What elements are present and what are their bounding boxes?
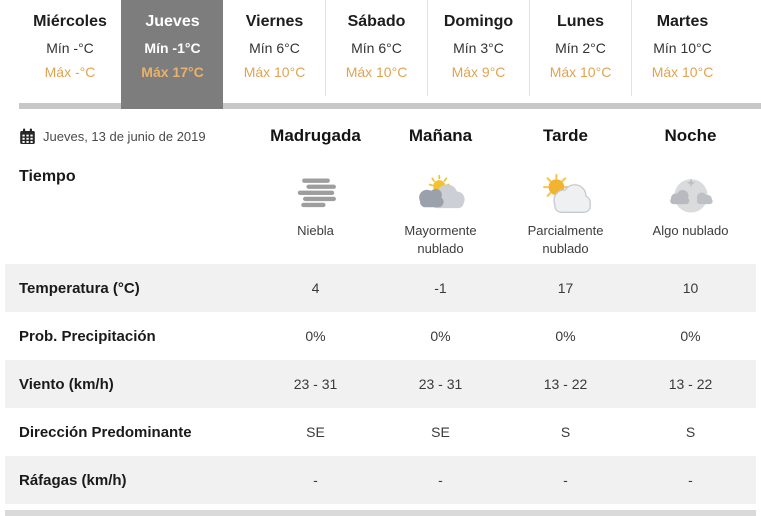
day-tab-martes[interactable]: Martes Mín 10°C Máx 10°C xyxy=(631,0,733,96)
table-row-precipitacion: Prob. Precipitación 0% 0% 0% 0% xyxy=(5,312,756,360)
cell-value: - xyxy=(688,472,693,488)
tab-min-label: Mín -1°C xyxy=(144,40,201,56)
cell-value: - xyxy=(563,472,568,488)
table-row-rafagas: Ráfagas (km/h) - - - - xyxy=(5,456,756,504)
tab-min-label: Mín 10°C xyxy=(653,40,712,56)
table-row-temperatura: Temperatura (°C) 4 -1 17 10 xyxy=(5,264,756,312)
cell-value: 23 - 31 xyxy=(293,376,338,392)
tab-max-label: Máx 9°C xyxy=(451,64,506,80)
day-tab-domingo[interactable]: Domingo Mín 3°C Máx 9°C xyxy=(427,0,529,96)
day-tab-lunes[interactable]: Lunes Mín 2°C Máx 10°C xyxy=(529,0,631,96)
tab-day-label: Sábado xyxy=(347,13,406,30)
table-row-viento: Viento (km/h) 23 - 31 23 - 31 13 - 22 13… xyxy=(5,360,756,408)
cell-value: -1 xyxy=(434,280,447,296)
cell-value: 23 - 31 xyxy=(418,376,463,392)
cell-value: 17 xyxy=(557,280,574,296)
weather-cell-manana: Mayormente nublado xyxy=(378,156,503,264)
tab-min-label: Mín 2°C xyxy=(555,40,606,56)
weather-caption: Parcialmente nublado xyxy=(527,223,604,257)
cell-value: S xyxy=(560,424,571,440)
table-row-direccion: Dirección Predominante SE SE S S xyxy=(5,408,756,456)
cell-value: 10 xyxy=(682,280,699,296)
tab-max-label: Máx 17°C xyxy=(141,64,204,80)
row-label: Prob. Precipitación xyxy=(19,327,156,345)
tab-max-label: Máx -°C xyxy=(44,64,96,80)
tab-max-label: Máx 10°C xyxy=(549,64,612,80)
row-label: Viento (km/h) xyxy=(19,375,114,393)
cell-value: S xyxy=(685,424,696,440)
row-label: Ráfagas (km/h) xyxy=(19,471,127,489)
weather-caption: Niebla xyxy=(297,223,334,238)
weather-row-label: Tiempo xyxy=(19,168,76,185)
calendar-icon xyxy=(20,128,35,144)
day-tab-bar: Miércoles Mín -°C Máx -°C Jueves Mín -1°… xyxy=(0,0,761,110)
tab-day-label: Lunes xyxy=(556,13,605,30)
cell-value: - xyxy=(438,472,443,488)
weather-cell-noche: Algo nublado xyxy=(628,156,753,264)
tab-min-label: Mín 6°C xyxy=(351,40,402,56)
day-tab-viernes[interactable]: Viernes Mín 6°C Máx 10°C xyxy=(223,0,325,96)
tab-day-label: Viernes xyxy=(245,13,304,30)
column-header-tarde: Tarde xyxy=(542,126,589,145)
cell-value: 13 - 22 xyxy=(668,376,713,392)
cell-value: 0% xyxy=(555,328,576,344)
day-tab-miercoles[interactable]: Miércoles Mín -°C Máx -°C xyxy=(19,0,121,96)
row-label: Dirección Predominante xyxy=(19,423,192,441)
date-header: Jueves, 13 de junio de 2019 xyxy=(0,128,253,145)
tab-max-label: Máx 10°C xyxy=(243,64,306,80)
tab-min-label: Mín 6°C xyxy=(249,40,300,56)
cell-value: 13 - 22 xyxy=(543,376,588,392)
partly-cloudy-icon xyxy=(542,173,591,213)
column-header-noche: Noche xyxy=(664,126,717,145)
day-tab-jueves[interactable]: Jueves Mín -1°C Máx 17°C xyxy=(121,0,223,109)
tab-day-label: Martes xyxy=(656,13,709,30)
cell-value: 0% xyxy=(430,328,451,344)
bottom-divider-bar xyxy=(5,510,756,516)
selected-date-label: Jueves, 13 de junio de 2019 xyxy=(43,128,206,144)
tab-day-label: Miércoles xyxy=(33,13,107,30)
weather-caption: Mayormente nublado xyxy=(404,223,477,257)
cloudy-night-icon xyxy=(669,178,713,213)
cell-value: SE xyxy=(431,424,450,440)
period-header-row: Jueves, 13 de junio de 2019 Madrugada Ma… xyxy=(0,110,761,156)
mostly-cloudy-icon xyxy=(418,174,465,209)
column-header-madrugada: Madrugada xyxy=(270,126,361,145)
column-header-manana: Mañana xyxy=(408,126,473,145)
weather-cell-tarde: Parcialmente nublado xyxy=(503,156,628,264)
row-label: Temperatura (°C) xyxy=(19,279,140,297)
tab-day-label: Jueves xyxy=(145,13,200,30)
weather-row: Tiempo Niebla xyxy=(0,156,761,264)
tab-day-label: Domingo xyxy=(443,13,514,30)
tab-max-label: Máx 10°C xyxy=(651,64,714,80)
cell-value: 4 xyxy=(311,280,320,296)
weather-cell-madrugada: Niebla xyxy=(253,156,378,264)
tab-underline-bar xyxy=(19,103,761,109)
weather-caption: Algo nublado xyxy=(652,223,729,238)
tab-max-label: Máx 10°C xyxy=(345,64,408,80)
tab-min-label: Mín -°C xyxy=(46,40,94,56)
tab-min-label: Mín 3°C xyxy=(453,40,504,56)
cell-value: 0% xyxy=(305,328,326,344)
day-tab-sabado[interactable]: Sábado Mín 6°C Máx 10°C xyxy=(325,0,427,96)
fog-icon xyxy=(297,178,336,208)
cell-value: - xyxy=(313,472,318,488)
cell-value: 0% xyxy=(680,328,701,344)
cell-value: SE xyxy=(306,424,325,440)
